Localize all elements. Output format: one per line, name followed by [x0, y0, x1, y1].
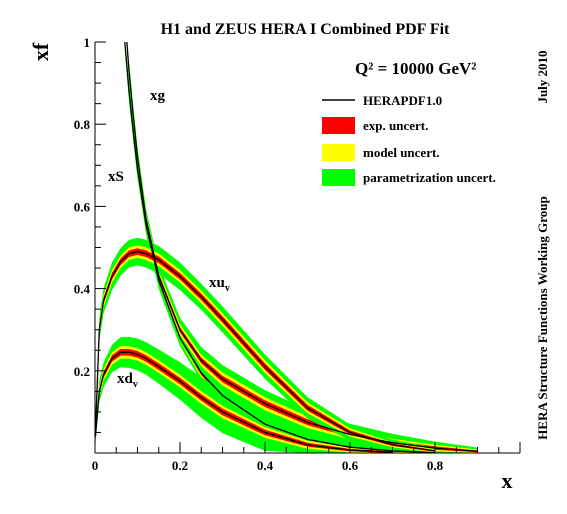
legend-model-swatch — [322, 144, 355, 161]
label-xdv: xdv — [117, 371, 138, 390]
curve-labels: xg xS xuv xdv — [108, 88, 230, 390]
y-tick-label: 0.8 — [74, 117, 91, 132]
xS-central-curve — [126, 41, 478, 453]
label-xdv-sub: v — [133, 379, 138, 390]
label-xs: xS — [108, 169, 124, 185]
xdv-exp-band — [95, 349, 393, 453]
y-tick-label: 0.2 — [74, 364, 90, 379]
legend-exp-swatch — [322, 117, 355, 134]
label-xuv-main: xu — [209, 275, 225, 291]
legend-param-swatch — [322, 169, 355, 186]
x-tick-label: 0.8 — [427, 458, 444, 473]
xg-central-curve — [124, 41, 436, 454]
axis-ticks: 0 0.2 0.4 0.6 0.8 0.2 0.4 0.6 0.8 1 — [74, 35, 521, 473]
y-tick-label: 0.6 — [74, 199, 91, 214]
y-tick-label: 1 — [84, 35, 91, 50]
x-tick-label: 0.2 — [172, 458, 188, 473]
y-tick-label: 0.4 — [74, 282, 91, 297]
chart-title: H1 and ZEUS HERA I Combined PDF Fit — [161, 21, 450, 38]
x-tick-label: 0.4 — [257, 458, 274, 473]
side-label-group: HERA Structure Functions Working Group — [535, 196, 550, 439]
label-xuv: xuv — [209, 275, 230, 294]
legend-central-label: HERAPDF1.0 — [363, 93, 442, 108]
label-xdv-main: xd — [117, 371, 134, 387]
xdv-central-curve — [94, 351, 393, 453]
x-axis-label: x — [502, 468, 513, 493]
central-curves — [94, 41, 478, 454]
y-axis-label: xf — [28, 42, 53, 61]
label-xuv-sub: v — [225, 283, 230, 294]
legend-exp-label: exp. uncert. — [363, 118, 428, 133]
x-tick-label: 0 — [92, 458, 99, 473]
scale-label: Q² = 10000 GeV² — [355, 59, 476, 78]
side-label-date: July 2010 — [535, 50, 550, 103]
x-tick-label: 0.6 — [342, 458, 359, 473]
legend: HERAPDF1.0 exp. uncert. model uncert. pa… — [322, 93, 496, 186]
uncertainty-bands — [95, 42, 478, 453]
legend-model-label: model uncert. — [363, 145, 440, 160]
xdv-param-band — [95, 336, 393, 453]
xuv-central-curve — [94, 250, 436, 452]
legend-param-label: parametrization uncert. — [363, 170, 496, 185]
label-xg: xg — [150, 88, 166, 104]
